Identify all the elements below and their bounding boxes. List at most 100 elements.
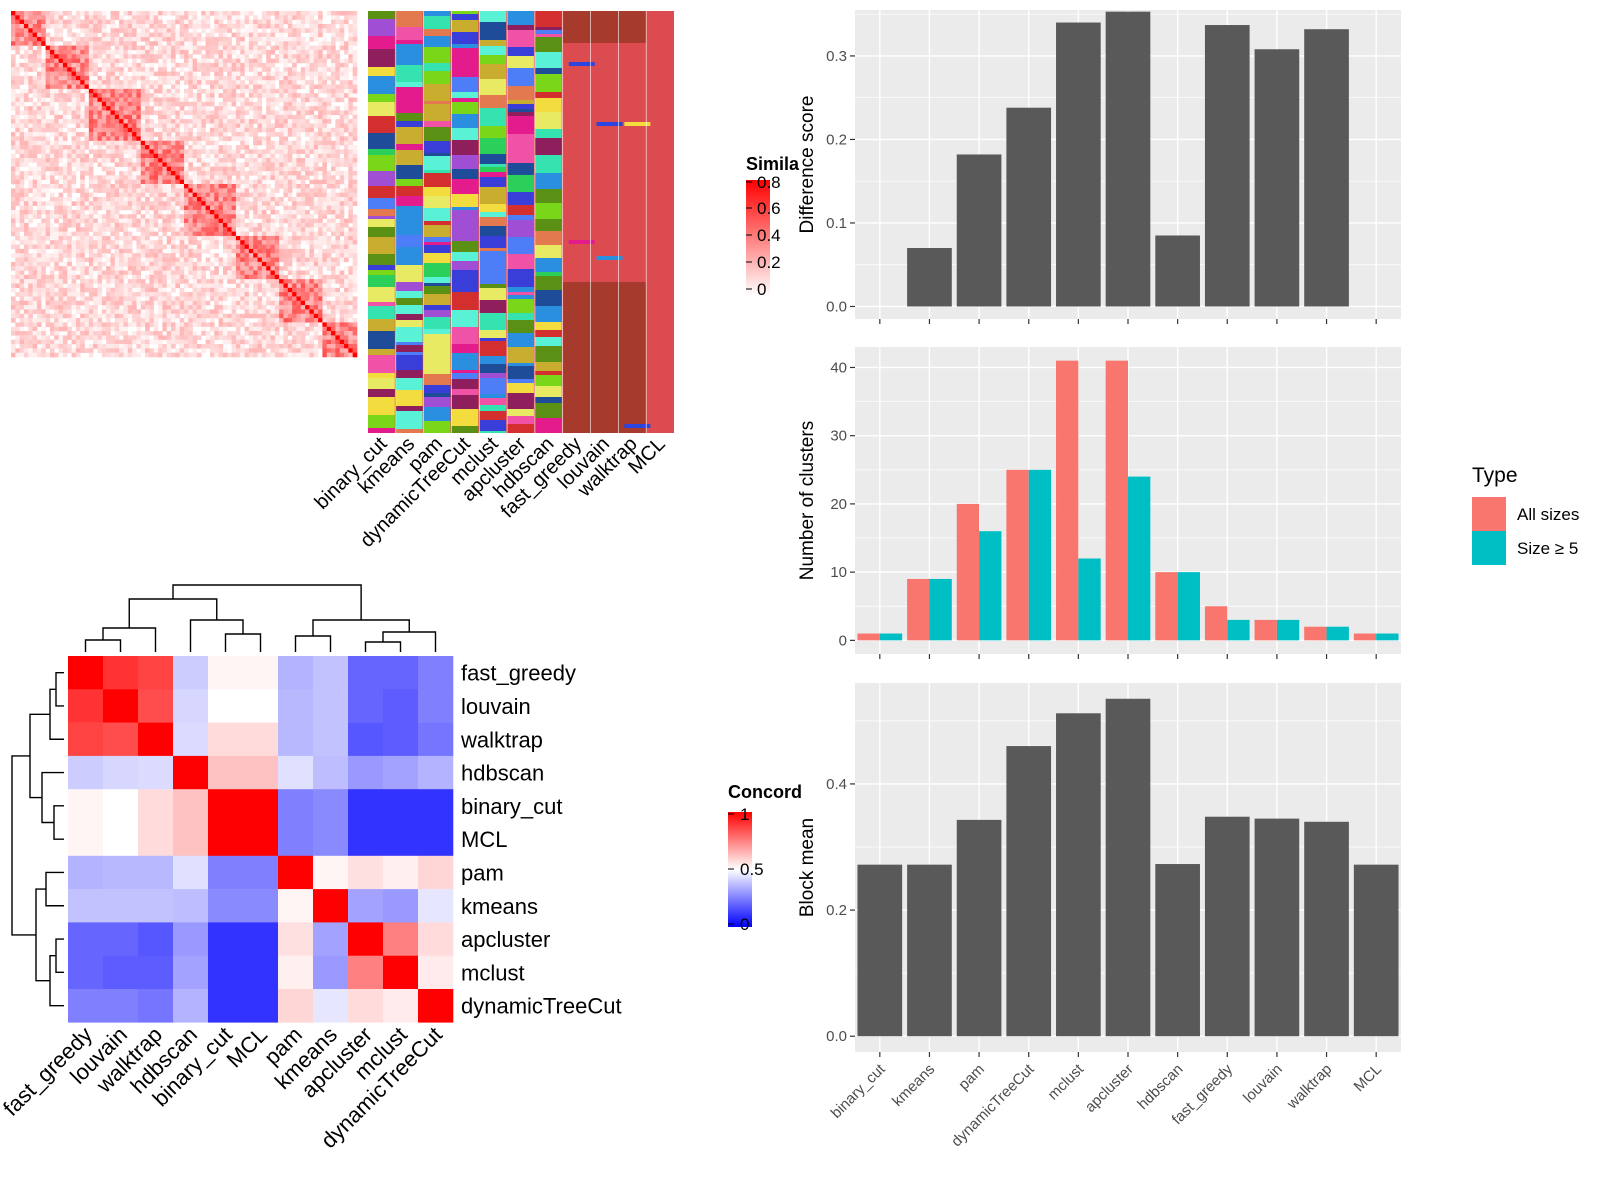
similarity-cell (127, 218, 133, 224)
similarity-cell (110, 201, 116, 206)
similarity-cell (110, 305, 116, 310)
similarity-cell (32, 257, 38, 263)
similarity-cell (62, 41, 68, 46)
similarity-cell (140, 192, 146, 198)
similarity-cell (75, 227, 81, 232)
similarity-cell (352, 300, 358, 306)
similarity-cell (261, 214, 267, 219)
similarity-cell (287, 235, 293, 241)
similarity-cell (348, 110, 353, 116)
similarity-cell (162, 257, 168, 263)
similarity-cell (45, 15, 51, 20)
similarity-cell (331, 58, 336, 64)
similarity-cell (235, 222, 241, 228)
similarity-cell (240, 292, 245, 297)
similarity-cell (153, 97, 159, 103)
similarity-cell (162, 287, 168, 293)
similarity-cell (331, 244, 336, 250)
similarity-cell (23, 222, 29, 228)
similarity-cell (49, 110, 55, 116)
similarity-cell (84, 309, 90, 315)
similarity-cell (231, 266, 237, 271)
similarity-cell (188, 136, 193, 142)
similarity-cell (283, 300, 289, 306)
similarity-cell (344, 162, 349, 168)
similarity-cell (348, 80, 353, 85)
similarity-cell (222, 270, 228, 276)
similarity-cell (62, 58, 68, 64)
similarity-cell (80, 231, 85, 237)
similarity-cell (84, 318, 90, 323)
similarity-cell (62, 80, 68, 85)
similarity-cell (132, 313, 137, 319)
similarity-cell (41, 261, 46, 267)
similarity-cell (339, 110, 345, 116)
similarity-cell (335, 214, 341, 219)
similarity-cell (119, 235, 124, 241)
similarity-cell (45, 88, 51, 94)
similarity-cell (127, 253, 133, 258)
similarity-cell (127, 235, 133, 241)
similarity-cell (188, 175, 193, 180)
similarity-cell (331, 166, 336, 172)
similarity-cell (158, 266, 163, 271)
similarity-cell (166, 201, 172, 206)
similarity-cell (80, 175, 85, 180)
similarity-cell (49, 305, 55, 310)
similarity-cell (132, 209, 137, 215)
similarity-cell (331, 266, 336, 271)
similarity-cell (214, 292, 219, 297)
similarity-cell (214, 88, 219, 94)
similarity-cell (261, 11, 267, 16)
similarity-cell (188, 274, 193, 280)
similarity-cell (335, 253, 341, 258)
similarity-cell (283, 244, 289, 250)
similarity-cell (32, 184, 38, 189)
similarity-cell (140, 140, 146, 146)
similarity-cell (127, 300, 133, 306)
similarity-cell (166, 19, 172, 25)
similarity-cell (209, 158, 215, 163)
similarity-cell (214, 75, 219, 81)
similarity-cell (45, 49, 51, 55)
similarity-cell (348, 218, 353, 224)
similarity-cell (283, 106, 289, 111)
similarity-cell (326, 274, 332, 280)
similarity-cell (62, 313, 68, 319)
similarity-cell (62, 300, 68, 306)
similarity-cell (32, 58, 38, 64)
similarity-cell (171, 192, 176, 198)
similarity-cell (114, 132, 120, 137)
similarity-cell (166, 184, 172, 189)
similarity-cell (32, 123, 38, 129)
similarity-cell (19, 270, 25, 276)
similarity-cell (123, 227, 129, 232)
similarity-cell (119, 153, 124, 159)
similarity-cell (261, 184, 267, 189)
similarity-cell (97, 296, 103, 302)
similarity-cell (313, 97, 319, 103)
similarity-cell (331, 248, 336, 254)
similarity-cell (331, 54, 336, 59)
similarity-cell (101, 248, 107, 254)
similarity-cell (292, 45, 297, 51)
similarity-cell (296, 279, 302, 284)
similarity-cell (318, 54, 323, 59)
similarity-cell (110, 205, 116, 211)
similarity-cell (54, 235, 59, 241)
similarity-cell (179, 248, 185, 254)
similarity-cell (80, 261, 85, 267)
similarity-cell (62, 106, 68, 111)
similarity-cell (28, 266, 33, 271)
similarity-cell (45, 214, 51, 219)
similarity-cell (110, 132, 116, 137)
similarity-cell (184, 171, 189, 176)
similarity-cell (71, 209, 77, 215)
similarity-cell (23, 19, 29, 25)
similarity-cell (244, 11, 250, 16)
similarity-cell (261, 270, 267, 276)
similarity-cell (257, 287, 263, 293)
similarity-cell (36, 41, 42, 46)
similarity-cell (119, 300, 124, 306)
similarity-cell (179, 136, 185, 142)
